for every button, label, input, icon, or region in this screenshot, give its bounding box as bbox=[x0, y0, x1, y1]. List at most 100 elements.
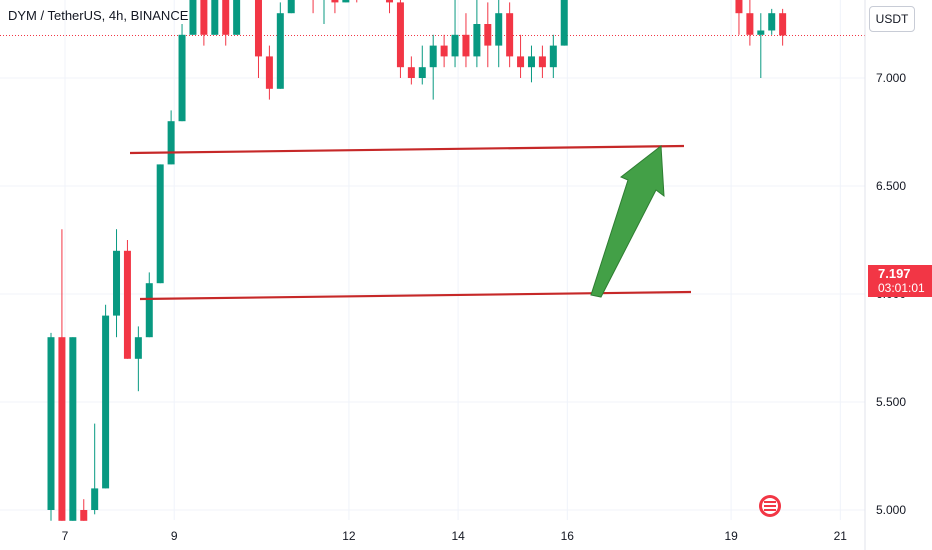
candle bbox=[167, 110, 175, 165]
candle bbox=[506, 2, 514, 68]
candle bbox=[746, 0, 754, 46]
candle-body bbox=[396, 2, 404, 68]
candle-body bbox=[386, 0, 394, 3]
candle-body bbox=[462, 34, 470, 57]
candle-body bbox=[451, 34, 459, 57]
candle-body bbox=[484, 24, 492, 46]
candle bbox=[265, 45, 273, 100]
candle bbox=[189, 0, 197, 35]
candle-body bbox=[123, 250, 131, 359]
candle-body bbox=[779, 13, 787, 36]
candle-body bbox=[527, 56, 535, 68]
candle-body bbox=[167, 121, 175, 165]
candle-body bbox=[200, 0, 208, 35]
candle-body bbox=[768, 13, 776, 31]
candle-body bbox=[276, 13, 284, 89]
candle-body bbox=[91, 488, 99, 510]
candle bbox=[47, 332, 55, 521]
candle bbox=[200, 0, 208, 46]
candle-body bbox=[735, 0, 743, 14]
candle-body bbox=[211, 0, 219, 35]
lower-channel-line bbox=[139, 290, 692, 301]
x-tick-label: 19 bbox=[724, 529, 738, 543]
candle bbox=[356, 0, 358, 3]
candle bbox=[134, 326, 142, 392]
candle bbox=[779, 8, 787, 46]
candle bbox=[538, 45, 546, 78]
candle-body bbox=[342, 0, 350, 3]
candle-body bbox=[113, 250, 121, 316]
chart-grid bbox=[0, 0, 865, 520]
y-tick-label: 7.000 bbox=[876, 71, 906, 85]
candle-body bbox=[506, 13, 514, 57]
candle bbox=[342, 0, 350, 3]
candle-body bbox=[254, 0, 262, 57]
candle bbox=[178, 24, 186, 122]
candle bbox=[495, 0, 503, 68]
x-tick-label: 16 bbox=[561, 529, 575, 543]
candle bbox=[527, 45, 535, 83]
x-tick-label: 12 bbox=[342, 529, 356, 543]
drawings bbox=[129, 144, 692, 301]
current-price-label: 7.197 bbox=[878, 266, 911, 281]
green-arrow-up bbox=[590, 145, 665, 298]
candle bbox=[58, 229, 66, 521]
candle-body bbox=[134, 337, 142, 359]
candle-body bbox=[69, 337, 77, 521]
candle-body bbox=[418, 67, 426, 78]
candle bbox=[331, 0, 339, 14]
candle bbox=[462, 13, 470, 68]
candle-body bbox=[407, 67, 415, 78]
upper-channel-line bbox=[129, 144, 685, 155]
candle-body bbox=[222, 0, 230, 35]
candle bbox=[323, 0, 325, 24]
candle bbox=[254, 0, 262, 78]
candle bbox=[473, 0, 481, 68]
y-tick-label: 5.000 bbox=[876, 503, 906, 517]
candles bbox=[47, 0, 787, 521]
candle bbox=[156, 164, 164, 284]
candle-body bbox=[287, 0, 295, 14]
candle-body bbox=[549, 45, 557, 68]
candle-body bbox=[233, 0, 241, 35]
candle bbox=[484, 2, 492, 68]
x-tick-label: 7 bbox=[62, 529, 69, 543]
tradingview-logo-icon bbox=[759, 495, 781, 517]
candle bbox=[312, 0, 314, 14]
y-tick-label: 6.500 bbox=[876, 179, 906, 193]
candle-body bbox=[429, 45, 437, 68]
candle bbox=[560, 0, 568, 46]
candle bbox=[145, 272, 153, 338]
candle-body bbox=[495, 13, 503, 46]
candle-body bbox=[178, 34, 186, 122]
candle bbox=[233, 0, 241, 35]
candle bbox=[386, 0, 394, 14]
candle-body bbox=[189, 0, 197, 35]
candle-body bbox=[265, 56, 273, 89]
candle bbox=[211, 0, 219, 35]
candle bbox=[287, 0, 295, 14]
candle bbox=[222, 0, 230, 46]
currency-button[interactable]: USDT bbox=[869, 6, 915, 32]
current-price-badge: 7.197 03:01:01 bbox=[868, 265, 932, 297]
candle bbox=[123, 240, 131, 359]
candle bbox=[768, 8, 776, 35]
candle-body bbox=[331, 0, 339, 3]
x-tick-label: 21 bbox=[834, 529, 848, 543]
x-tick-label: 14 bbox=[451, 529, 465, 543]
candle-body bbox=[156, 164, 164, 284]
bar-countdown-label: 03:01:01 bbox=[878, 281, 925, 295]
candle-body bbox=[102, 315, 110, 489]
candle bbox=[757, 13, 765, 78]
symbol-title[interactable]: DYM / TetherUS, 4h, BINANCE bbox=[8, 8, 189, 23]
candle-body bbox=[58, 337, 66, 521]
time-axis: 79121416192123 bbox=[62, 529, 848, 543]
candle bbox=[549, 34, 557, 78]
candle bbox=[451, 0, 459, 68]
candle bbox=[80, 499, 88, 521]
candle bbox=[91, 423, 99, 515]
candle-body bbox=[473, 24, 481, 57]
candle bbox=[69, 337, 77, 521]
candle bbox=[113, 229, 121, 338]
